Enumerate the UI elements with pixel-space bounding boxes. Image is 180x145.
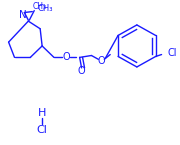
Text: N: N <box>19 10 26 20</box>
Text: CH₃: CH₃ <box>32 2 46 11</box>
Text: Cl: Cl <box>37 125 48 135</box>
Text: Cl: Cl <box>167 48 177 58</box>
Text: H: H <box>38 108 46 118</box>
Text: O: O <box>78 66 86 76</box>
Text: CH₃: CH₃ <box>37 4 53 13</box>
Text: O: O <box>98 56 105 66</box>
Text: O: O <box>62 52 70 62</box>
